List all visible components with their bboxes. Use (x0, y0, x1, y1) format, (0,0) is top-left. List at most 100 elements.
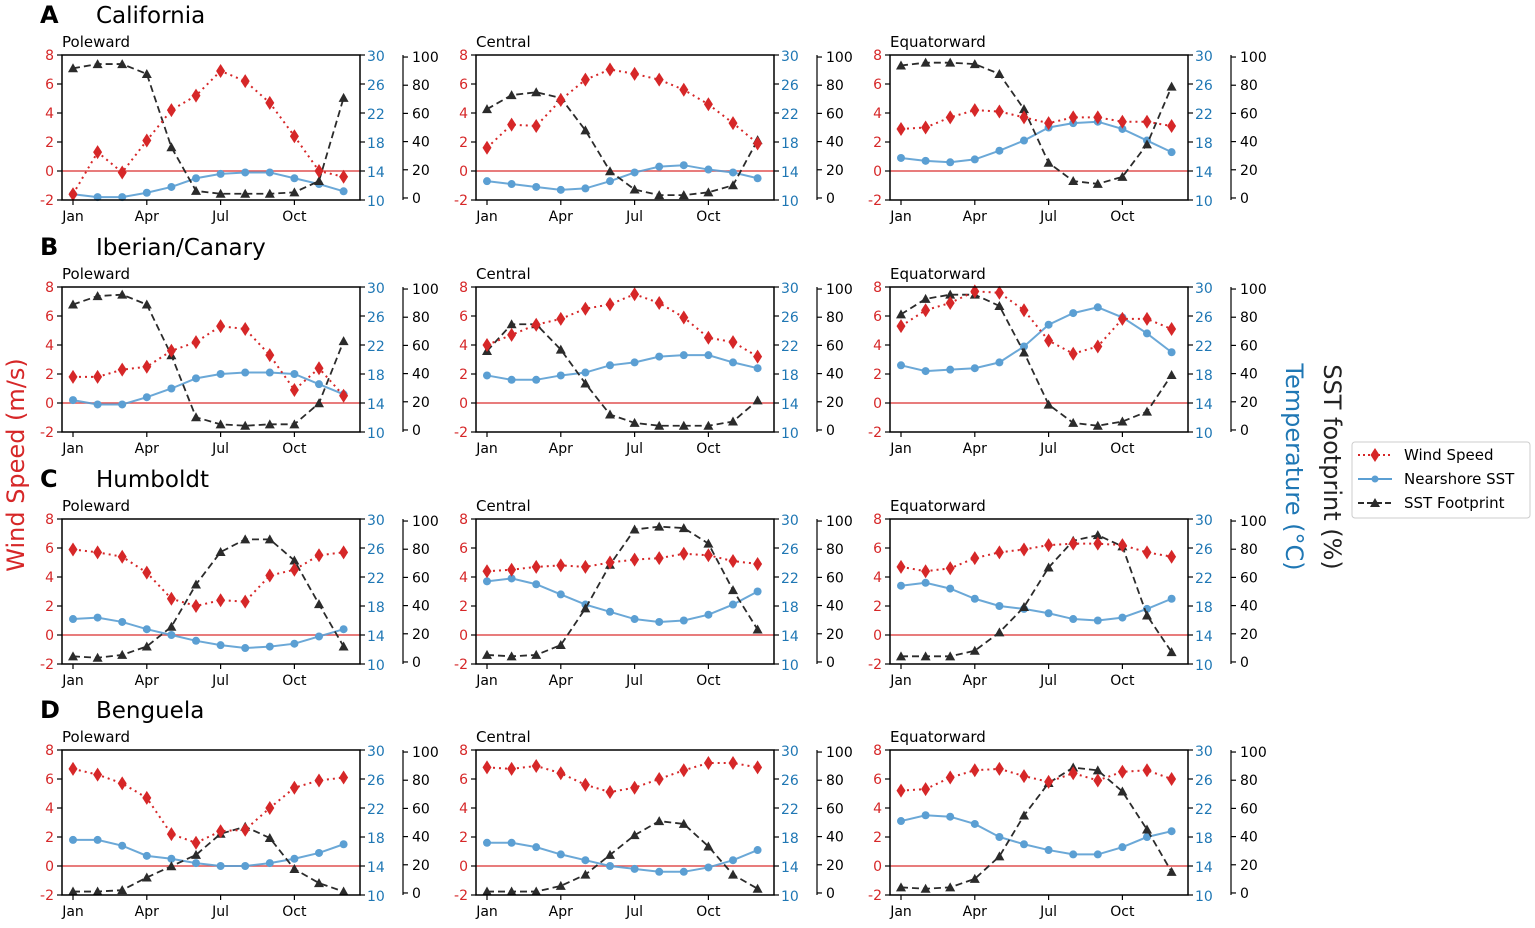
wind-point (1142, 311, 1152, 326)
y-axis-label-sst-footprint: SST footprint (%) (1318, 364, 1346, 570)
footprint-point (68, 886, 78, 896)
footprint-tick-label: 100 (412, 514, 439, 530)
temp-tick-label: 14 (781, 860, 799, 876)
wind-tick-label: 6 (873, 309, 882, 325)
temp-tick-label: 18 (781, 600, 799, 616)
sst-line (487, 841, 758, 873)
footprint-point (896, 651, 906, 661)
temp-tick-label: 22 (367, 107, 385, 123)
temp-tick-label: 18 (1195, 831, 1213, 847)
panel-letter: C (40, 465, 58, 493)
footprint-tick-label: 0 (412, 655, 421, 671)
sst-point (606, 862, 614, 870)
wind-point (68, 542, 78, 557)
wind-point (482, 338, 492, 352)
sst-point (507, 180, 516, 189)
footprint-point (117, 59, 128, 69)
wind-tick-label: 4 (45, 106, 54, 122)
month-tick-label: Jan (61, 209, 84, 225)
row-d: D BenguelaPoleward-2024681014182226300204… (40, 696, 1267, 920)
wind-point (314, 361, 324, 376)
temp-tick-label: 18 (1195, 136, 1213, 152)
footprint-point (945, 882, 956, 892)
month-tick-label: Jan (61, 904, 84, 920)
sst-point (192, 636, 200, 645)
sst-point (290, 639, 299, 648)
temp-tick-label: 30 (781, 49, 799, 65)
panel-subtitle: Equatorward (890, 265, 986, 283)
sst-point (630, 168, 639, 177)
sst-point (265, 368, 274, 377)
footprint-tick-label: 60 (412, 106, 430, 122)
sst-point (753, 174, 762, 183)
sst-point (290, 854, 299, 863)
temp-tick-label: 26 (781, 78, 799, 94)
wind-point (945, 770, 955, 785)
sst-point (118, 617, 127, 626)
sst-point (1020, 136, 1028, 145)
temp-tick-label: 22 (1195, 802, 1213, 818)
month-tick-label: Oct (696, 673, 721, 689)
wind-point (482, 564, 492, 579)
wind-point (703, 548, 713, 563)
month-tick-label: Jul (1039, 441, 1057, 457)
legend-label-sst-footprint: SST Footprint (1404, 494, 1505, 512)
temp-tick-label: 30 (367, 49, 385, 65)
wind-point (753, 556, 763, 571)
wind-tick-label: 4 (45, 801, 54, 817)
sst-point (118, 841, 127, 850)
temp-tick-label: 30 (1195, 281, 1213, 297)
sst-point (946, 158, 955, 167)
month-tick-label: Apr (549, 209, 573, 225)
wind-point (703, 330, 713, 345)
footprint-point (1043, 562, 1054, 572)
wind-tick-label: 6 (459, 309, 468, 325)
wind-point (1068, 346, 1078, 361)
footprint-tick-label: 100 (412, 50, 439, 66)
sst-point (93, 613, 102, 622)
panel-central: Central -2 0 2 4 6 8 10 14 18 22 26 30 0 20 40 60 80 100 Ja… (454, 728, 853, 920)
wind-point (93, 369, 103, 384)
plot-frame (889, 749, 1189, 896)
month-tick-label: Jan (61, 441, 84, 457)
wind-point (630, 552, 640, 567)
footprint-tick-label: 80 (1240, 310, 1258, 326)
footprint-point (654, 420, 665, 430)
wind-point (921, 564, 931, 579)
sst-point (93, 400, 102, 409)
temp-tick-label: 14 (367, 397, 385, 413)
sst-point (995, 146, 1004, 155)
plot-frame (889, 286, 1189, 433)
panel-subtitle: Equatorward (890, 497, 986, 515)
wind-tick-label: 4 (873, 106, 882, 122)
footprint-tick-label: 40 (412, 135, 430, 151)
temp-tick-label: 10 (1195, 426, 1213, 442)
temp-tick-label: 18 (1195, 600, 1213, 616)
wind-point (117, 549, 127, 564)
wind-point (507, 117, 517, 132)
y-axis-label-temperature: Temperature (°C) (1280, 362, 1308, 570)
footprint-point (945, 57, 956, 67)
sst-point (1118, 613, 1127, 622)
wind-point (265, 95, 275, 110)
footprint-point (240, 420, 251, 430)
footprint-point (215, 188, 226, 198)
wind-point (1044, 538, 1054, 553)
footprint-tick-label: 0 (826, 423, 835, 439)
wind-tick-label: -2 (40, 425, 54, 441)
wind-tick-label: 2 (873, 367, 882, 383)
footprint-point (728, 180, 738, 190)
footprint-point (994, 68, 1005, 78)
temp-tick-label: 22 (781, 571, 799, 587)
wind-line (72, 767, 344, 844)
footprint-point (969, 873, 980, 883)
wind-tick-label: 6 (45, 772, 54, 788)
footprint-tick-label: 60 (826, 338, 844, 354)
footprint-point (314, 176, 324, 186)
wind-tick-label: 6 (45, 309, 54, 325)
region-title: Benguela (96, 698, 204, 724)
footprint-point (68, 63, 78, 73)
sst-point (1143, 329, 1151, 338)
footprint-tick-label: 80 (412, 542, 430, 558)
footprint-point (338, 92, 349, 102)
